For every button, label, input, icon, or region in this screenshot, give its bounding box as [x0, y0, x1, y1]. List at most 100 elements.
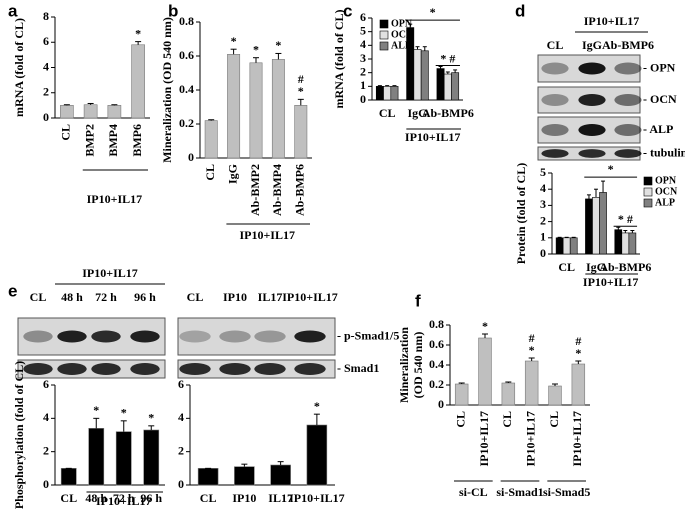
bar	[131, 44, 145, 119]
blot-band	[578, 149, 606, 158]
blot-band	[614, 94, 642, 106]
blot-band	[614, 124, 642, 136]
blot-band	[578, 94, 606, 106]
annotation: #	[529, 331, 535, 345]
blot-band	[57, 363, 87, 375]
lane-label: 96 h	[134, 290, 156, 304]
annotation: *	[121, 406, 127, 420]
bar	[420, 50, 429, 101]
bar	[413, 49, 422, 101]
y-tick-label: 0	[43, 110, 49, 124]
x-tick-label: CL	[558, 260, 575, 274]
lane-label: Ab-BMP6	[602, 38, 654, 52]
bar	[143, 429, 160, 486]
bar	[60, 105, 74, 119]
row-label: - p-Smad1/5	[337, 328, 399, 342]
bar	[271, 59, 285, 159]
x-tick-label: BMP2	[82, 124, 96, 157]
bar	[306, 424, 328, 486]
annotation: *	[231, 34, 237, 48]
bar	[234, 466, 255, 486]
annotation: #	[298, 72, 304, 86]
x-tick-label: IL17	[268, 491, 293, 505]
bar	[88, 428, 105, 486]
x-tick-label: CL	[453, 411, 467, 428]
y-tick-label: 2	[43, 443, 49, 457]
bar	[548, 385, 562, 406]
y-tick-label: 4	[43, 410, 49, 424]
annotation: *	[148, 411, 154, 425]
blot-band	[23, 363, 53, 375]
y-tick-label: 2	[360, 64, 366, 78]
lane-label: CL	[30, 290, 47, 304]
bar	[227, 53, 241, 159]
bar	[294, 105, 308, 159]
lane-label: 48 h	[61, 290, 83, 304]
group-label: IP10+IL17	[405, 130, 461, 144]
y-tick-label: 0	[178, 477, 184, 491]
blot-band	[23, 330, 53, 343]
y-axis-label: Phosphorylation (fold of CL)	[12, 361, 26, 509]
annotation: *	[275, 38, 281, 52]
annotation: *	[575, 346, 581, 360]
x-tick-label: Ab-BMP6	[422, 106, 474, 120]
bar	[621, 232, 630, 255]
lane-label: IL17	[258, 290, 283, 304]
y-tick-label: 5	[540, 165, 546, 179]
lane-label: IP10+IL17	[282, 290, 338, 304]
annotation: *	[314, 399, 320, 413]
blot-band	[179, 363, 211, 375]
legend-swatch	[643, 176, 653, 186]
blot-band	[578, 124, 606, 136]
blot-band	[130, 363, 160, 375]
annotation: * #	[440, 51, 455, 65]
y-axis-label: Protein (fold of CL)	[514, 163, 528, 264]
x-tick-label: CL	[200, 491, 217, 505]
blot-band	[541, 62, 569, 75]
x-tick-label: BMP6	[130, 124, 144, 157]
x-tick-label: IP10+IL17	[477, 411, 491, 467]
blot-band	[91, 363, 121, 375]
lane-label: 72 h	[95, 290, 117, 304]
bar	[571, 363, 586, 406]
x-tick-label: IgG	[225, 164, 239, 184]
blot-band	[294, 363, 326, 375]
annotation: #	[575, 334, 581, 348]
blot-band	[578, 62, 606, 75]
x-tick-label: Ab-BMP2	[248, 164, 262, 216]
x-tick-label: CL	[60, 491, 77, 505]
bar	[249, 62, 263, 159]
bar	[115, 431, 132, 486]
blot-group-label: IP10+IL17	[82, 266, 138, 280]
panel-label: c	[343, 1, 352, 20]
y-tick-label: 6	[360, 10, 366, 24]
bar	[60, 468, 77, 486]
y-tick-label: 2	[43, 85, 49, 99]
bar	[614, 229, 623, 255]
legend-swatch	[379, 19, 389, 29]
x-tick-label: IgG	[407, 106, 427, 120]
annotation: *	[529, 343, 535, 357]
y-tick-label: 0	[188, 150, 194, 164]
y-tick-label: 0.8	[179, 14, 194, 28]
bar	[375, 86, 384, 101]
blot-band	[541, 124, 569, 136]
lane-label: IP10	[223, 290, 247, 304]
bar	[478, 337, 492, 406]
x-tick-label: IP10+IL17	[289, 491, 345, 505]
panel-label: d	[515, 1, 525, 20]
annotation: *	[135, 26, 141, 40]
x-tick-label: CL	[203, 164, 217, 181]
bar	[585, 198, 593, 255]
x-tick-label: IP10+IL17	[570, 411, 584, 467]
blot-band	[254, 330, 286, 343]
legend-swatch	[643, 187, 653, 197]
y-axis-label: mRNA (fold of CL)	[12, 18, 26, 117]
legend-label: OCN	[655, 186, 678, 197]
row-label: - OPN	[643, 60, 676, 74]
x-tick-label: CL	[59, 124, 73, 141]
bar	[107, 105, 122, 119]
y-tick-label: 1	[540, 230, 546, 244]
legend-label: ALP	[391, 40, 411, 51]
bar	[592, 197, 600, 255]
